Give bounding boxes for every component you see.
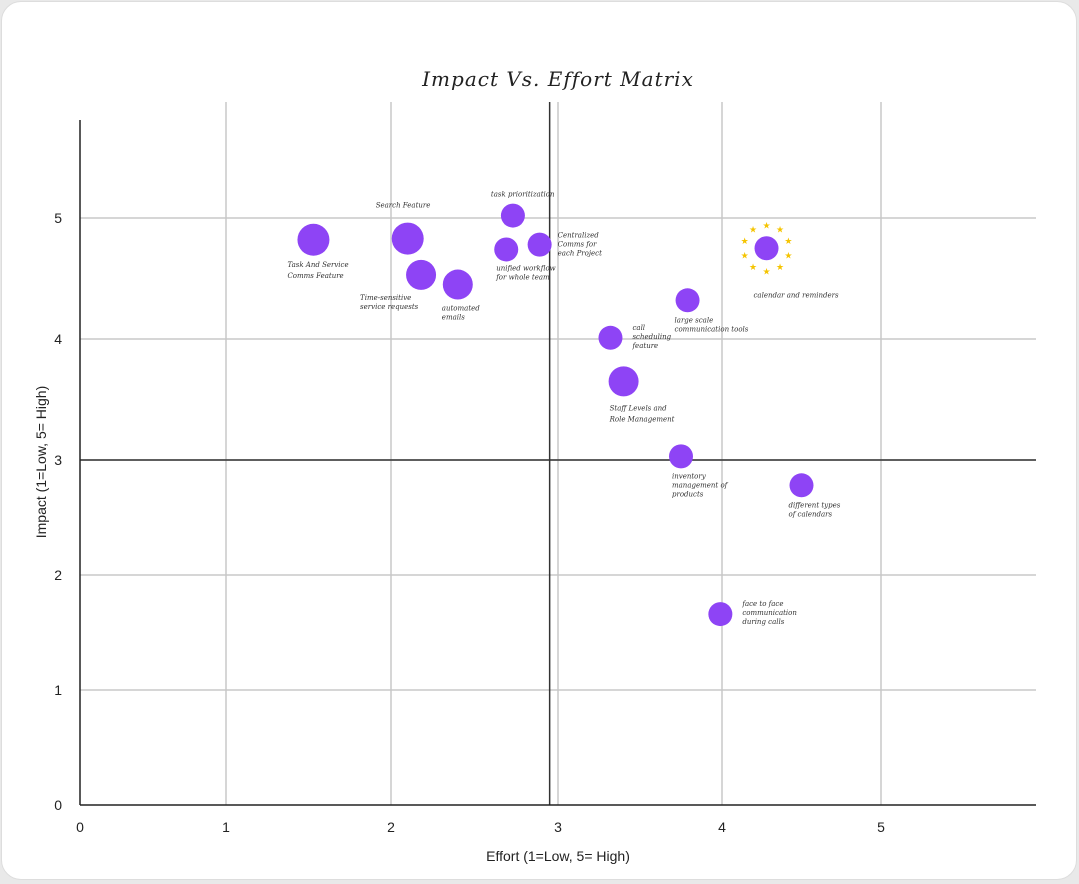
point-marker [494,237,519,262]
point-label: Task And Service [287,261,348,269]
point-marker [608,366,639,397]
point-label: calendar and reminders [754,291,839,299]
point-label: task prioritization [491,191,555,199]
point-label: Centralized [558,232,600,240]
point-marker [708,602,733,627]
point-label: during calls [742,618,784,626]
point-label: service requests [360,303,419,311]
y-tick-label: 3 [54,452,62,468]
y-axis-label: Impact (1=Low, 5= High) [33,386,49,539]
x-axis-label: Effort (1=Low, 5= High) [486,848,630,864]
point-marker [598,325,623,350]
x-tick-label: 3 [554,819,562,835]
x-tick-label: 0 [76,819,84,835]
point-label: different types [789,501,841,509]
highlight-star-icon: ★ [776,225,784,235]
data-point: Task And Service Comms Feature [287,223,349,280]
chart-title: Impact Vs. Effort Matrix [421,67,694,91]
data-point: ★ ★★★★★★★★★calendar and reminders [741,220,839,299]
point-marker [789,473,814,498]
tick-labels: 0 1 2 3 4 5 0 1 2 3 4 5 [54,210,885,835]
point-label: Time-sensitive [360,294,411,302]
data-points: Task And Service Comms Feature Search Feat… [287,191,841,627]
x-tick-label: 2 [387,819,395,835]
point-marker [297,223,330,256]
point-label: Comms Feature [287,272,343,280]
y-tick-label: 2 [54,567,62,583]
point-label: each Project [558,250,602,258]
point-label: inventory [672,472,707,480]
data-point: Search Feature [376,202,431,255]
point-label: communication tools [675,325,749,333]
highlight-star-icon: ★ [784,250,792,260]
point-label: scheduling [632,333,671,341]
point-label: face to face [741,600,783,608]
y-tick-label: 1 [54,682,62,698]
point-marker [442,269,473,300]
point-label: Comms for [558,241,597,249]
point-label: call [632,324,645,332]
highlight-star-icon: ★ [741,236,749,246]
point-marker [675,288,700,313]
highlight-star-icon: ★ [762,220,770,230]
point-marker [669,444,693,469]
point-marker [754,236,779,261]
axes [79,102,1036,806]
highlight-star-icon: ★ [784,236,792,246]
y-tick-label: 4 [54,331,62,347]
point-label: automated [442,305,480,313]
point-label: for whole team [495,273,550,281]
point-label: communication [742,609,797,617]
point-marker [500,203,525,228]
point-marker [391,222,424,255]
x-tick-label: 5 [877,819,885,835]
grid [80,102,1036,805]
point-label: Staff Levels and [610,404,668,412]
point-label: Role Management [609,415,675,423]
highlight-star-icon: ★ [762,266,770,276]
point-marker [527,232,552,257]
point-label: of calendars [789,510,833,518]
point-label: unified workflow [496,264,555,272]
point-label: products [672,490,704,498]
point-label: feature [631,342,658,350]
x-tick-label: 4 [718,819,726,835]
point-label: large scale [675,316,714,324]
point-label: management of [672,481,729,489]
point-label: Search Feature [376,202,431,210]
highlight-star-icon: ★ [749,262,757,272]
highlight-star-icon: ★ [749,225,757,235]
data-point: task prioritization [491,191,555,228]
point-marker [406,259,437,290]
x-tick-label: 1 [222,819,230,835]
y-tick-label: 5 [54,210,62,226]
highlight-star-icon: ★ [741,250,749,260]
y-tick-label: 0 [54,797,62,813]
highlight-star-icon: ★ [776,262,784,272]
point-label: emails [442,314,465,322]
data-point: Staff Levels and Role Management [608,366,675,423]
